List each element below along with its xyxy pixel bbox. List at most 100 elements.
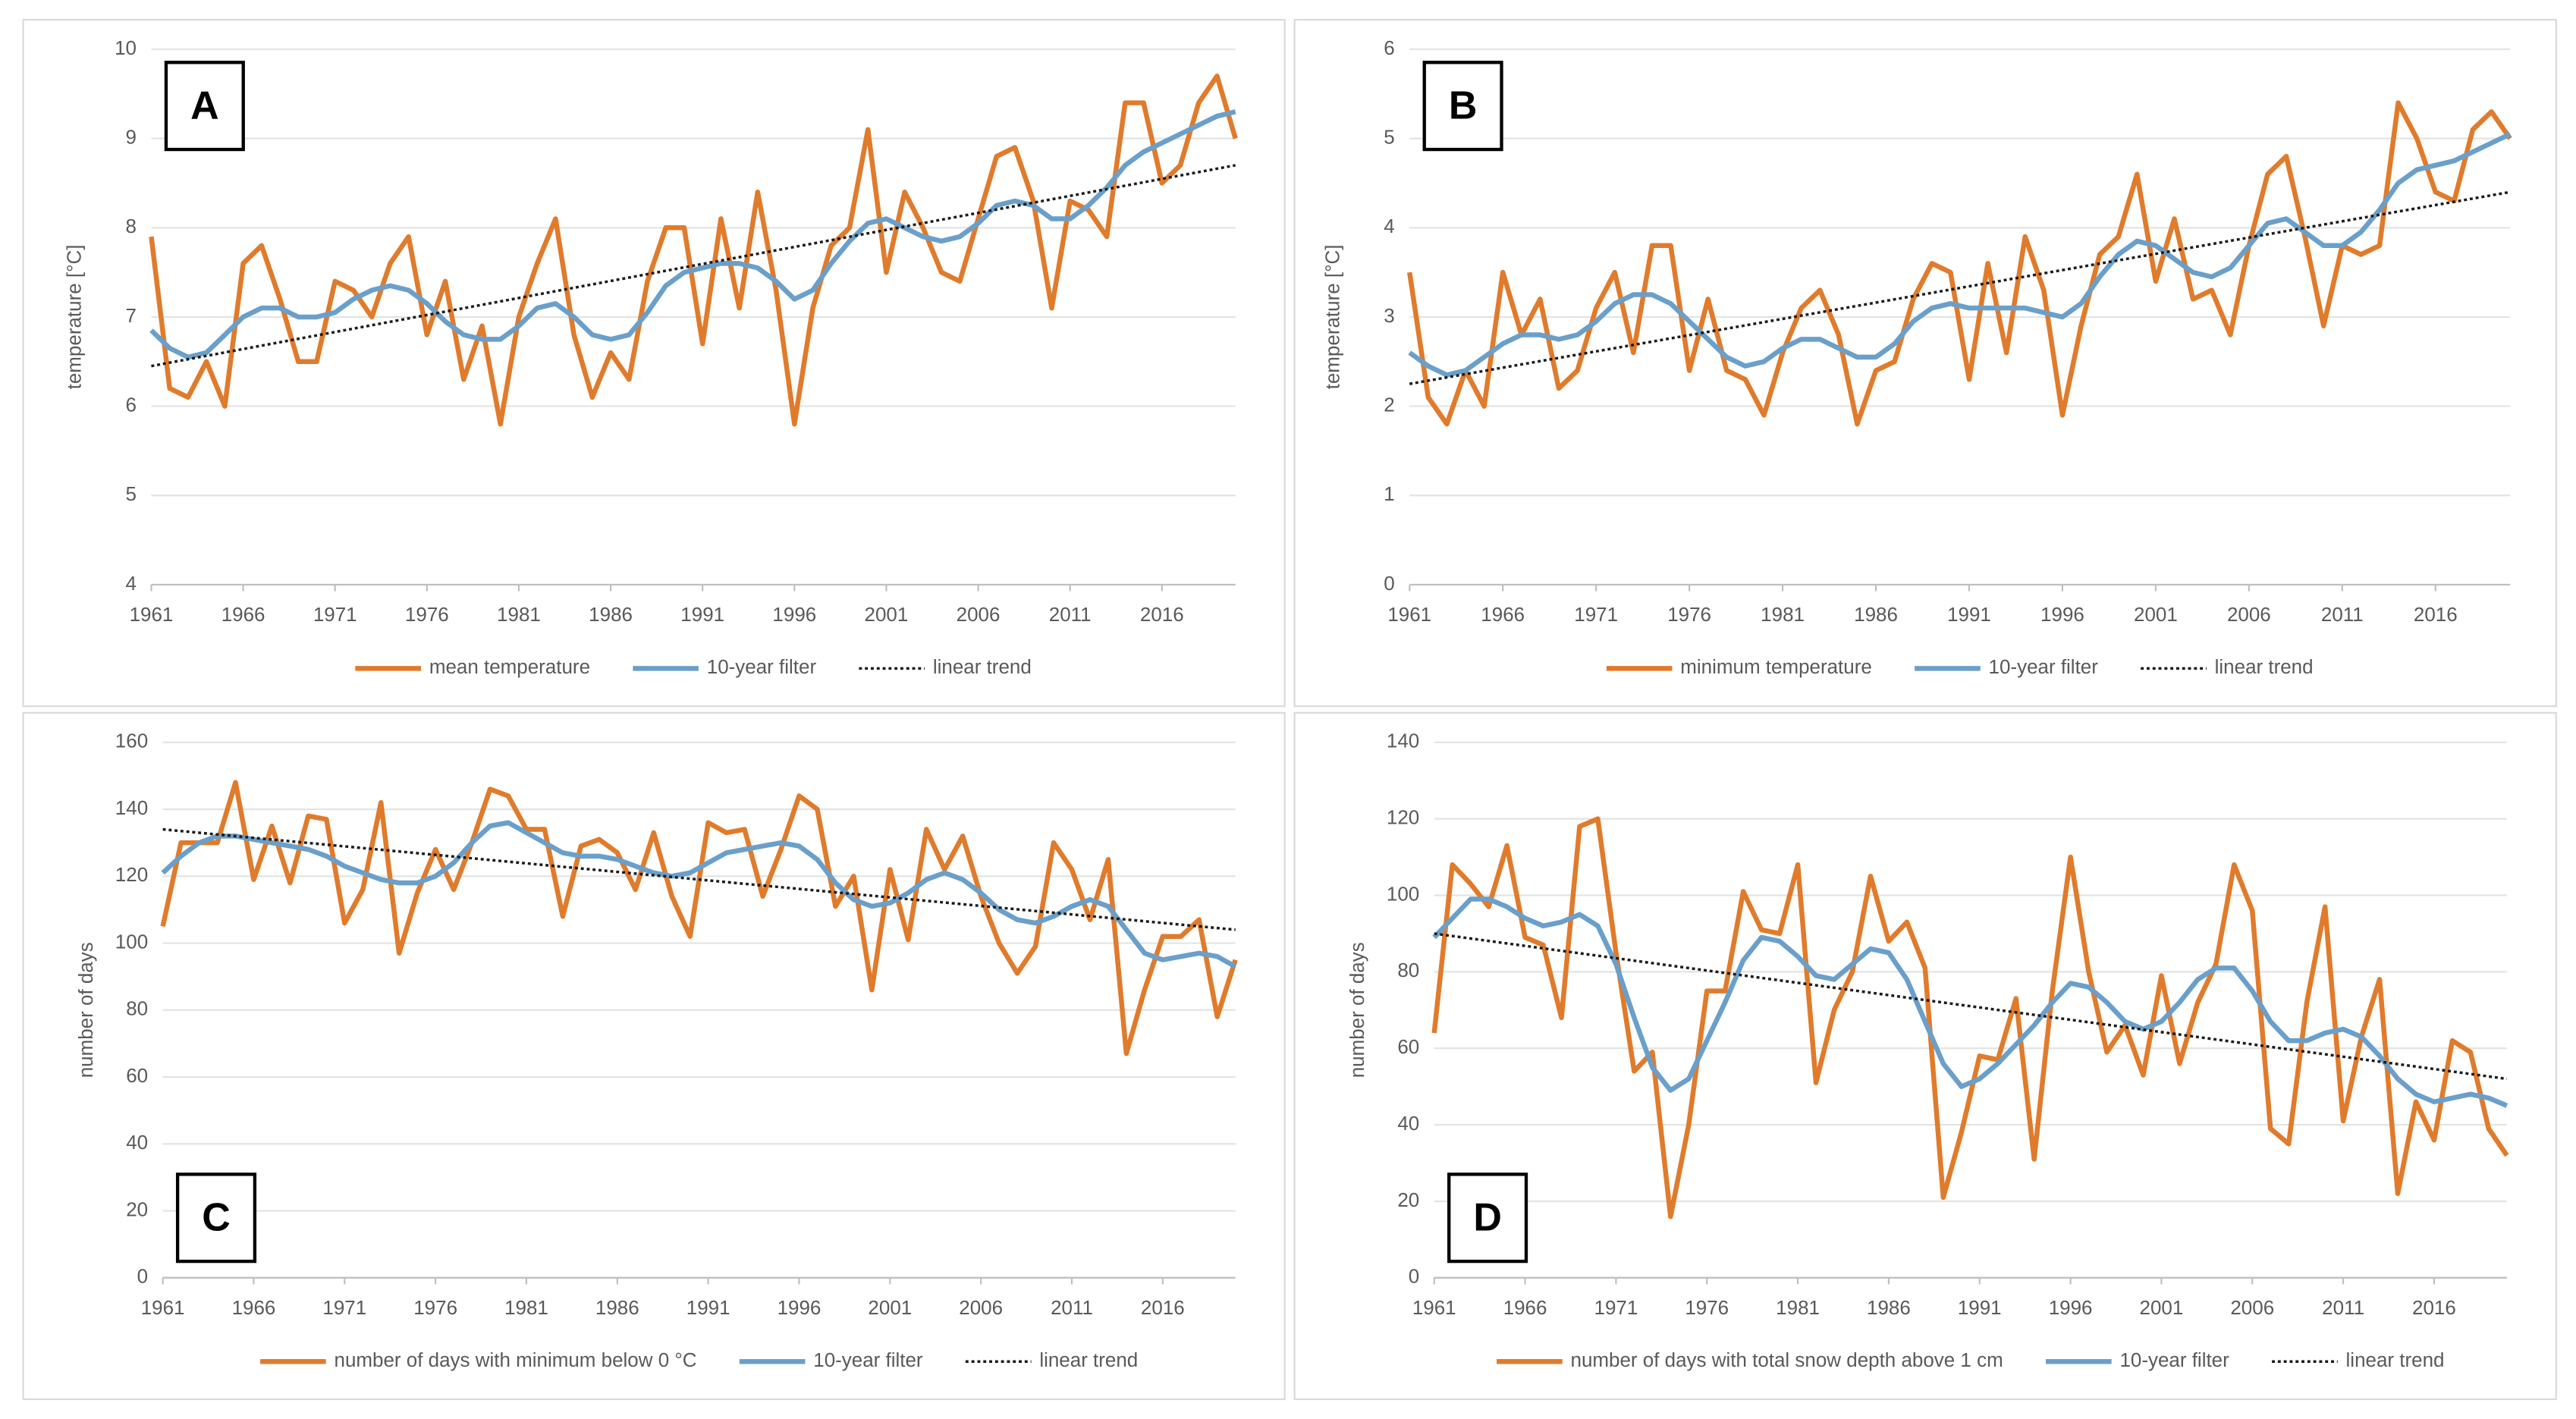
x-tick-label: 2011: [2322, 1296, 2364, 1319]
y-tick-label: 6: [1384, 36, 1394, 59]
legend: number of days with minimum below 0 °C 10…: [260, 1348, 1138, 1371]
y-tick-label: 120: [1387, 806, 1419, 829]
legend-label: 10-year filter: [813, 1348, 923, 1371]
legend-label: 10-year filter: [2119, 1348, 2229, 1371]
legend-label: minimum temperature: [1680, 655, 1872, 678]
panel-label-box: [1447, 1173, 1528, 1264]
legend-label: linear trend: [1039, 1348, 1138, 1371]
y-tick-label: 4: [126, 572, 137, 595]
y-tick-label: 160: [115, 730, 148, 752]
x-tick-label: 1991: [686, 1296, 730, 1319]
legend: mean temperature 10-year filter linear tre…: [355, 655, 1032, 678]
y-tick-label: 5: [126, 482, 137, 505]
x-tick-label: 1996: [2049, 1296, 2093, 1319]
x-tick-label: 1981: [497, 603, 541, 626]
x-tick-label: 1991: [680, 603, 724, 626]
x-tick-label: 1966: [1503, 1296, 1547, 1319]
legend-label: linear trend: [933, 655, 1032, 678]
x-tick-label: 2011: [1051, 1296, 1093, 1319]
x-tick-label: 1971: [1574, 603, 1618, 626]
series-line: [1432, 896, 2508, 1108]
x-tick-label: 1996: [772, 603, 816, 626]
x-tick-label: 1981: [504, 1296, 548, 1319]
x-tick-label: 1961: [141, 1296, 185, 1319]
y-tick-label: 7: [126, 304, 137, 327]
trend-line: [151, 164, 1236, 368]
x-tick-label: 2001: [868, 1296, 912, 1319]
x-tick-label: 2001: [865, 603, 909, 626]
series-line: [1408, 131, 2512, 378]
series-line: [149, 109, 1236, 360]
panel: 0 1 2 3 4 5 6 1961 1966 1971 1976 1981 1986 1991 1996 2…: [1293, 18, 2557, 708]
x-tick-label: 1971: [313, 603, 357, 626]
x-tick-label: 1981: [1776, 1296, 1820, 1319]
y-tick-label: 100: [115, 930, 148, 953]
x-tick-label: 1961: [1387, 603, 1431, 626]
legend-label: linear trend: [2215, 655, 2314, 678]
series-line: [149, 74, 1238, 427]
x-tick-label: 2016: [1141, 1296, 1185, 1319]
x-tick-label: 1966: [1481, 603, 1525, 626]
legend-label: number of days with total snow depth abo…: [1571, 1348, 2003, 1371]
legend-label: mean temperature: [429, 655, 590, 678]
legend-label: 10-year filter: [707, 655, 817, 678]
panel: 4 5 6 7 8 9 10 1961 1966 1971 1976 1981 1986 1991 1996…: [22, 18, 1286, 708]
panel-label: B: [1449, 84, 1478, 128]
y-axis-label: number of days: [74, 942, 97, 1078]
trend-line: [162, 827, 1236, 931]
legend-label: linear trend: [2346, 1348, 2445, 1371]
panel: 0 20 40 60 80 100 120 140 1961 1966 1971 1976 1981 19…: [1293, 711, 2557, 1401]
trend-line: [1409, 190, 2511, 385]
y-tick-label: 60: [1397, 1035, 1419, 1058]
x-tick-label: 2001: [2140, 1296, 2184, 1319]
legend: number of days with total snow depth abo…: [1497, 1348, 2444, 1371]
y-axis-label: temperature [°C]: [63, 245, 86, 390]
panel-border: [22, 711, 1286, 1401]
x-tick-label: 1991: [1947, 603, 1991, 626]
y-tick-label: 40: [1397, 1112, 1419, 1135]
panel-border: [1293, 18, 2557, 708]
x-tick-label: 1986: [1867, 1296, 1911, 1319]
x-tick-label: 1981: [1761, 603, 1805, 626]
x-tick-label: 1986: [589, 603, 633, 626]
x-tick-label: 1996: [2040, 603, 2084, 626]
y-tick-label: 3: [1384, 304, 1394, 327]
y-tick-label: 4: [1384, 215, 1394, 237]
x-tick-label: 1961: [130, 603, 174, 626]
y-tick-label: 9: [126, 125, 137, 148]
y-axis-label: number of days: [1346, 942, 1368, 1078]
x-tick-label: 2006: [2230, 1296, 2274, 1319]
panel: 0 20 40 60 80 100 120 140 160 1961 1966 1971 1976 198…: [22, 711, 1286, 1401]
y-tick-label: 5: [1384, 125, 1394, 148]
x-tick-label: 1971: [322, 1296, 366, 1319]
x-tick-label: 1976: [1685, 1296, 1729, 1319]
y-tick-label: 60: [126, 1064, 148, 1087]
x-tick-label: 2006: [2227, 603, 2271, 626]
panel-label-box: [1422, 61, 1503, 152]
y-tick-label: 100: [1387, 882, 1419, 905]
legend-label: 10-year filter: [1989, 655, 2099, 678]
y-tick-label: 40: [126, 1131, 148, 1154]
panel-border: [1293, 711, 2557, 1401]
y-tick-label: 0: [1409, 1265, 1419, 1288]
panel-label-box: [175, 1173, 257, 1264]
x-tick-label: 1966: [232, 1296, 276, 1319]
x-tick-label: 1986: [595, 1296, 639, 1319]
y-tick-label: 10: [115, 36, 137, 59]
y-tick-label: 140: [1387, 730, 1419, 752]
x-tick-label: 1976: [413, 1296, 457, 1319]
x-tick-label: 1976: [405, 603, 449, 626]
x-tick-label: 2001: [2134, 603, 2178, 626]
series-line: [1431, 816, 2509, 1220]
series-line: [161, 820, 1237, 969]
y-tick-label: 0: [1384, 572, 1394, 595]
x-tick-label: 1991: [1958, 1296, 2002, 1319]
x-tick-label: 1976: [1667, 603, 1711, 626]
x-tick-label: 2006: [957, 603, 1001, 626]
x-tick-label: 1961: [1412, 1296, 1456, 1319]
y-tick-label: 20: [1397, 1188, 1419, 1211]
y-tick-label: 140: [115, 796, 148, 819]
legend-label: number of days with minimum below 0 °C: [335, 1348, 697, 1371]
